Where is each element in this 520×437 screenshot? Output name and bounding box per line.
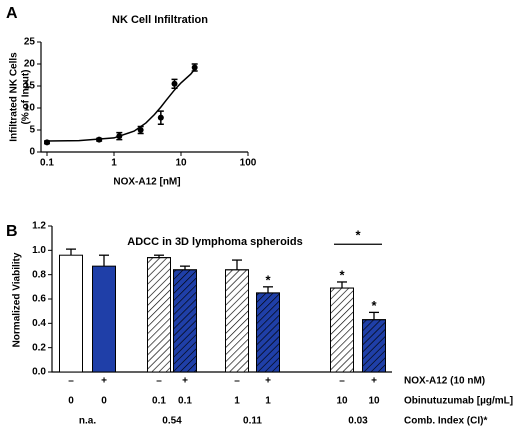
chart-title: ADCC in 3D lymphoma spheroids bbox=[127, 236, 302, 248]
table-cell: + bbox=[182, 376, 188, 387]
table-cell: 1 bbox=[265, 396, 271, 407]
bar bbox=[59, 254, 83, 373]
y-tick-label: 10 bbox=[24, 103, 36, 114]
data-point bbox=[157, 114, 164, 121]
chart-title: NK Cell Infiltration bbox=[112, 14, 208, 26]
y-tick-label: 0.8 bbox=[32, 269, 46, 280]
table-cell: 10 bbox=[368, 396, 380, 407]
table-cell: 0.03 bbox=[348, 416, 368, 427]
y-axis-label: (% of Input) bbox=[21, 70, 32, 125]
x-tick-label: 10 bbox=[175, 158, 187, 169]
data-point bbox=[116, 133, 123, 140]
table-cell: 0 bbox=[101, 396, 107, 407]
table-cell: – bbox=[339, 376, 345, 387]
table-cell: – bbox=[68, 376, 74, 387]
x-tick-label: 0.1 bbox=[40, 158, 54, 169]
row-label: Obinutuzumab [µg/mL] bbox=[404, 396, 513, 407]
table-cell: – bbox=[234, 376, 240, 387]
table-cell: 0 bbox=[68, 396, 74, 407]
data-point bbox=[137, 127, 144, 133]
bar-hatch bbox=[330, 287, 354, 373]
axes bbox=[40, 42, 248, 153]
bar-hatch bbox=[362, 319, 386, 373]
table-cell: 0.54 bbox=[162, 416, 182, 427]
panel-label: A bbox=[6, 5, 18, 22]
data-point bbox=[191, 64, 198, 71]
table-cell: + bbox=[371, 376, 377, 387]
table-cell: + bbox=[265, 376, 271, 387]
y-tick-label: 0 bbox=[29, 147, 35, 158]
y-tick-label: 0.4 bbox=[32, 318, 46, 329]
bar-hatch bbox=[256, 292, 280, 373]
y-tick-label: 0.2 bbox=[32, 342, 46, 353]
y-tick-label: 1.2 bbox=[32, 221, 46, 232]
y-tick-label: 0.0 bbox=[32, 367, 46, 378]
x-tick-label: 1 bbox=[111, 158, 117, 169]
y-tick-label: 0.6 bbox=[32, 294, 46, 305]
y-axis-label: Normalized Viability bbox=[12, 252, 23, 347]
table-cell: 10 bbox=[336, 396, 348, 407]
data-point bbox=[96, 136, 103, 143]
table-cell: + bbox=[101, 376, 107, 387]
y-tick-label: 20 bbox=[24, 59, 36, 70]
x-axis-label: NOX-A12 [nM] bbox=[113, 177, 180, 188]
row-label: NOX-A12 (10 nM) bbox=[404, 376, 485, 387]
table-cell: 0.11 bbox=[243, 416, 262, 427]
bar-hatch bbox=[147, 257, 171, 373]
bar-hatch bbox=[173, 269, 197, 373]
table-cell: 0.1 bbox=[152, 396, 166, 407]
y-tick-label: 5 bbox=[29, 125, 35, 136]
data-point bbox=[171, 80, 178, 87]
significance-star: * bbox=[339, 267, 345, 282]
x-tick-label: 100 bbox=[240, 158, 257, 169]
significance-star: * bbox=[265, 272, 271, 287]
bar bbox=[92, 265, 116, 373]
table-cell: – bbox=[156, 376, 162, 387]
table-cell: n.a. bbox=[79, 416, 96, 427]
y-axis-label: Infiltrated NK Cells bbox=[9, 52, 20, 142]
data-point bbox=[44, 139, 50, 146]
panel-label: B bbox=[6, 223, 18, 240]
y-tick-label: 25 bbox=[24, 37, 36, 48]
significance-star: * bbox=[371, 298, 377, 313]
row-label: Comb. Index (CI)* bbox=[404, 416, 487, 427]
y-tick-label: 1.0 bbox=[32, 245, 46, 256]
table-cell: 1 bbox=[234, 396, 240, 407]
y-tick-label: 15 bbox=[24, 81, 36, 92]
bracket-star: * bbox=[355, 228, 361, 243]
fit-curve bbox=[46, 68, 196, 142]
table-cell: 0.1 bbox=[178, 396, 192, 407]
bar-hatch bbox=[225, 269, 249, 373]
